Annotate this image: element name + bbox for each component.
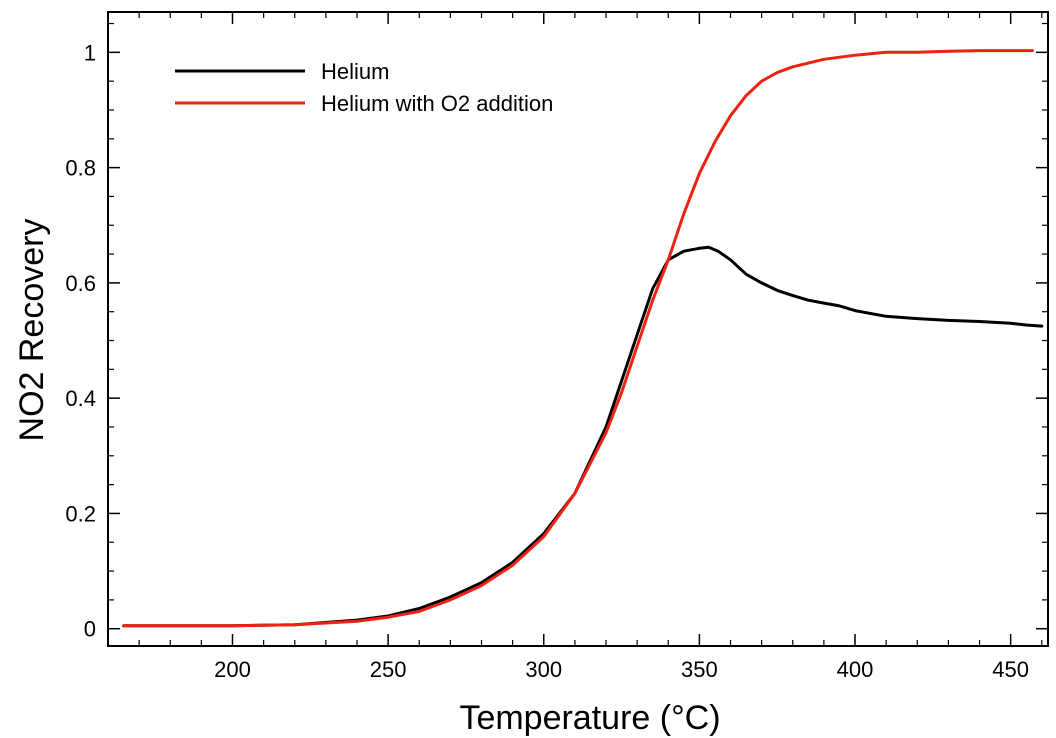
x-tick-label: 350	[681, 657, 718, 682]
x-tick-label: 450	[992, 657, 1029, 682]
y-tick-label: 0.2	[65, 501, 96, 526]
y-tick-label: 0.4	[65, 386, 96, 411]
y-tick-label: 0	[84, 617, 96, 642]
legend-label-helium-o2: Helium with O2 addition	[321, 91, 553, 116]
y-tick-label: 0.8	[65, 156, 96, 181]
y-tick-label: 0.6	[65, 271, 96, 296]
x-tick-label: 250	[370, 657, 407, 682]
legend-label-helium: Helium	[321, 59, 389, 84]
y-tick-label: 1	[84, 40, 96, 65]
series-line-helium	[122, 245, 1044, 628]
x-tick-label: 300	[525, 657, 562, 682]
plot-frame	[107, 11, 1049, 647]
y-axis-title: NO2 Recovery	[13, 219, 51, 442]
axis-ticks: 200 250 300 350 400 450 0 0.2 0.4 0.6 0.8 1	[65, 12, 1048, 682]
series-line-helium-o2	[122, 49, 1034, 628]
x-tick-label: 200	[214, 657, 251, 682]
series-layer	[122, 49, 1044, 628]
x-axis-title: Temperature (°C)	[459, 699, 720, 737]
legend: Helium Helium with O2 addition	[175, 59, 553, 116]
x-tick-label: 400	[837, 657, 874, 682]
